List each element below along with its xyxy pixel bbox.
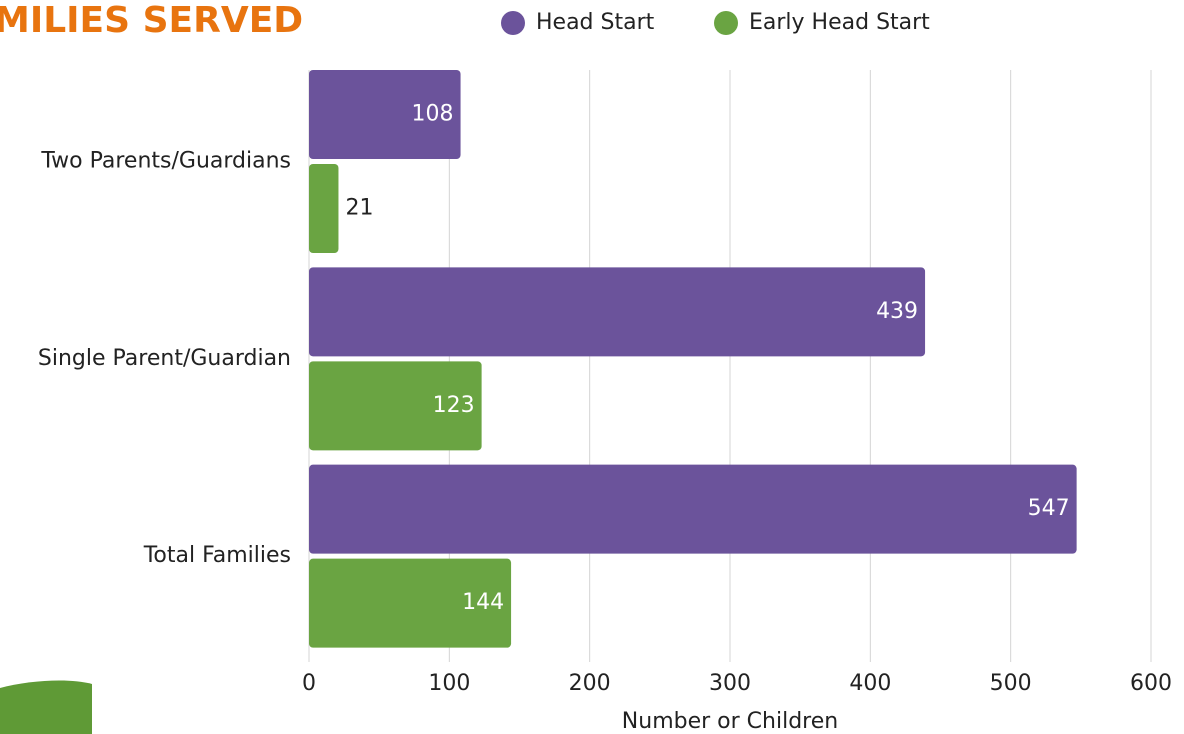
- x-tick-label: 500: [990, 671, 1032, 696]
- decoration-blob: [0, 681, 92, 734]
- x-tick-label: 100: [428, 671, 470, 696]
- value-label: 123: [433, 393, 475, 418]
- x-tick-label: 200: [569, 671, 611, 696]
- y-tick-label: Single Parent/Guardian: [38, 346, 291, 371]
- value-label: 547: [1028, 496, 1070, 521]
- page: MILIES SERVED Number or Children 0 100 200…: [0, 0, 1184, 734]
- x-tick-label: 400: [849, 671, 891, 696]
- y-tick-label: Total Families: [143, 543, 291, 568]
- legend-swatch: [501, 11, 525, 35]
- legend-label: Head Start: [536, 10, 655, 35]
- value-label: 439: [876, 299, 918, 324]
- bar: [309, 164, 338, 253]
- bar: [309, 465, 1077, 554]
- bar: [309, 267, 925, 356]
- x-tick-label: 600: [1130, 671, 1172, 696]
- value-label: 108: [412, 102, 454, 127]
- x-axis-title: Number or Children: [622, 709, 838, 734]
- chart: MILIES SERVED Number or Children 0 100 200…: [0, 0, 1184, 734]
- legend-label: Early Head Start: [749, 10, 930, 35]
- legend-swatch: [714, 11, 738, 35]
- value-label: 144: [462, 590, 504, 615]
- value-label: 21: [345, 196, 373, 221]
- chart-title: MILIES SERVED: [0, 0, 303, 41]
- y-tick-label: Two Parents/Guardians: [40, 149, 291, 174]
- x-tick-label: 0: [302, 671, 316, 696]
- x-tick-label: 300: [709, 671, 751, 696]
